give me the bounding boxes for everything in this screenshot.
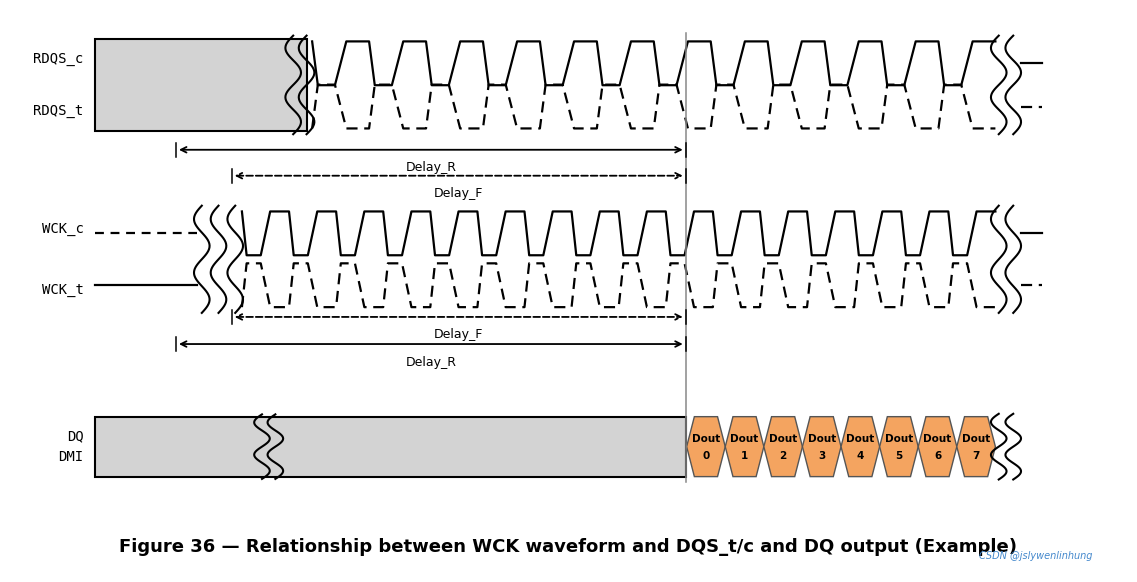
Polygon shape — [764, 417, 803, 477]
Text: Delay_F: Delay_F — [434, 328, 483, 342]
Text: Delay_F: Delay_F — [434, 187, 483, 200]
Polygon shape — [919, 417, 957, 477]
Text: 1: 1 — [741, 451, 748, 461]
Polygon shape — [841, 417, 880, 477]
Text: 2: 2 — [780, 451, 787, 461]
Text: 3: 3 — [819, 451, 825, 461]
Text: Dout: Dout — [885, 434, 913, 444]
Text: Figure 36 — Relationship between WCK waveform and DQS_t/c and DQ output (Example: Figure 36 — Relationship between WCK wav… — [119, 538, 1018, 556]
Text: DQ: DQ — [67, 430, 84, 443]
Text: 4: 4 — [856, 451, 864, 461]
Polygon shape — [803, 417, 841, 477]
Text: DMI: DMI — [58, 450, 84, 464]
Text: RDQS_c: RDQS_c — [33, 52, 84, 66]
Polygon shape — [725, 417, 764, 477]
Text: Dout: Dout — [730, 434, 758, 444]
Text: 5: 5 — [895, 451, 903, 461]
Text: Dout: Dout — [962, 434, 990, 444]
Polygon shape — [687, 417, 725, 477]
Text: Delay_R: Delay_R — [406, 161, 456, 174]
Text: RDQS_t: RDQS_t — [33, 104, 84, 118]
Text: Dout: Dout — [807, 434, 836, 444]
Text: Delay_R: Delay_R — [406, 356, 456, 368]
Text: WCK_t: WCK_t — [42, 283, 84, 297]
Text: Dout: Dout — [923, 434, 952, 444]
Polygon shape — [880, 417, 919, 477]
Text: Dout: Dout — [769, 434, 797, 444]
Text: 0: 0 — [703, 451, 709, 461]
FancyBboxPatch shape — [94, 38, 307, 132]
FancyBboxPatch shape — [94, 417, 686, 477]
Text: 7: 7 — [972, 451, 980, 461]
Text: 6: 6 — [933, 451, 941, 461]
Text: Dout: Dout — [846, 434, 874, 444]
Text: Dout: Dout — [691, 434, 720, 444]
Polygon shape — [957, 417, 995, 477]
Text: WCK_c: WCK_c — [42, 222, 84, 236]
Text: CSDN @jslywenlinhung: CSDN @jslywenlinhung — [979, 551, 1093, 561]
